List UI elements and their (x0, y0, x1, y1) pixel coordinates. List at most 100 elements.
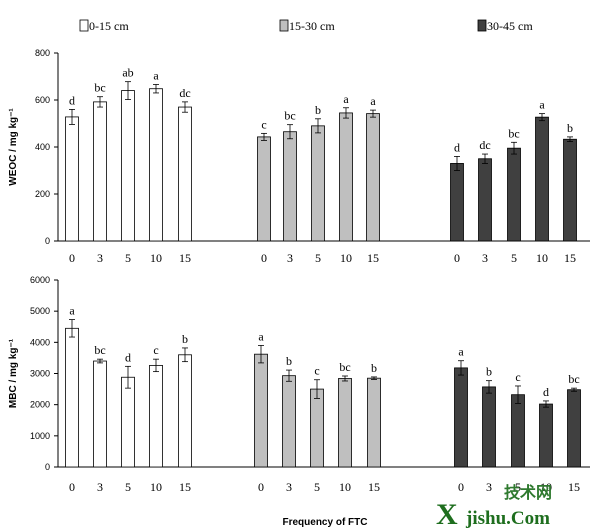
significance-letter: bc (339, 360, 350, 374)
y-tick-label: 6000 (30, 275, 50, 285)
significance-letter: b (371, 361, 377, 375)
significance-letter: b (182, 332, 188, 346)
svg-text:技术网: 技术网 (504, 483, 552, 502)
y-tick-label: 4000 (30, 337, 50, 347)
significance-letter: a (258, 329, 264, 343)
x-tick-label: 10 (540, 480, 552, 494)
significance-letter: b (315, 103, 321, 117)
legend-label-0-15: 0-15 cm (89, 19, 129, 33)
bar-15-30-5 (311, 125, 325, 242)
significance-letter: b (286, 354, 292, 368)
x-tick-label: 0 (261, 251, 267, 265)
bar-15-30-3 (283, 131, 297, 242)
watermark-logo: 技术网 X jishu.Com (436, 483, 552, 529)
significance-letter: d (543, 385, 549, 399)
x-tick-label: 0 (69, 480, 75, 494)
significance-letter: c (153, 343, 158, 357)
x-tick-label: 0 (454, 251, 460, 265)
significance-letter: c (261, 117, 266, 131)
bar-30-45-15 (567, 389, 581, 468)
x-tick-label: 10 (536, 251, 548, 265)
x-tick-label: 3 (97, 251, 103, 265)
x-tick-label: 15 (367, 251, 379, 265)
bar-15-30-15 (367, 377, 381, 468)
significance-letter: a (539, 98, 545, 112)
significance-letter: d (125, 350, 131, 364)
bar-30-45-5 (507, 147, 521, 242)
x-tick-label: 3 (486, 480, 492, 494)
significance-letter: b (567, 121, 573, 135)
significance-letter: bc (284, 109, 295, 123)
bar-15-30-0 (257, 136, 271, 242)
bar-30-45-0 (454, 367, 468, 468)
bar-0-15-5 (121, 376, 135, 468)
x-tick-label: 10 (339, 480, 351, 494)
x-tick-label: 0 (458, 480, 464, 494)
bar-30-45-0 (450, 163, 464, 242)
x-tick-label: 3 (286, 480, 292, 494)
significance-letter: a (69, 304, 75, 318)
x-tick-label: 0 (69, 251, 75, 265)
x-tick-label: 5 (515, 480, 521, 494)
y-tick-label: 5000 (30, 306, 50, 316)
significance-letter: dc (179, 86, 190, 100)
x-tick-label: 15 (564, 251, 576, 265)
significance-letter: bc (568, 372, 579, 386)
legend-swatch-0-15 (79, 19, 89, 32)
y-tick-label: 3000 (30, 369, 50, 379)
bar-0-15-5 (121, 90, 135, 242)
bar-0-15-0 (65, 327, 79, 468)
bar-0-15-0 (65, 116, 79, 242)
y-tick-label: 400 (35, 142, 50, 152)
bar-30-45-3 (478, 158, 492, 242)
significance-letter: bc (508, 126, 519, 140)
bar-0-15-3 (93, 360, 107, 468)
legend-item-0-15: 0-15 cm (79, 19, 129, 33)
bar-15-30-10 (339, 112, 353, 242)
x-tick-label: 3 (97, 480, 103, 494)
significance-letter: b (486, 365, 492, 379)
y-tick-label: 0 (45, 236, 50, 246)
legend-swatch-30-45 (477, 19, 487, 32)
bar-15-30-15 (366, 113, 380, 242)
svg-text:jishu.Com: jishu.Com (465, 508, 550, 529)
significance-letter: ab (122, 66, 133, 80)
legend-item-30-45: 30-45 cm (477, 19, 533, 33)
legend: 0-15 cm 15-30 cm 30-45 cm (79, 19, 533, 33)
legend-label-15-30: 15-30 cm (289, 19, 335, 33)
bar-30-45-3 (482, 386, 496, 468)
x-tick-label: 15 (568, 480, 580, 494)
bar-15-30-10 (338, 378, 352, 468)
bar-0-15-10 (149, 88, 163, 242)
bar-0-15-15 (178, 106, 192, 242)
x-tick-label: 5 (125, 480, 131, 494)
x-tick-label: 15 (179, 251, 191, 265)
bar-15-30-0 (254, 353, 268, 468)
x-tick-label: 0 (258, 480, 264, 494)
significance-letter: bc (94, 343, 105, 357)
significance-letter: a (458, 345, 464, 359)
significance-letter: bc (94, 81, 105, 95)
y-tick-label: 800 (35, 48, 50, 58)
x-tick-label: 3 (482, 251, 488, 265)
significance-letter: c (314, 364, 319, 378)
bar-30-45-5 (511, 394, 525, 468)
x-tick-label: 3 (287, 251, 293, 265)
significance-letter: d (69, 93, 75, 107)
significance-letter: dc (479, 138, 490, 152)
significance-letter: a (343, 92, 349, 106)
y-tick-label: 200 (35, 189, 50, 199)
bar-15-30-5 (310, 388, 324, 468)
svg-text:X: X (436, 498, 458, 529)
x-tick-label: 5 (511, 251, 517, 265)
x-tick-label: 10 (150, 251, 162, 265)
bar-15-30-3 (282, 375, 296, 468)
x-axis-title: Frequency of FTC (282, 517, 367, 528)
legend-item-15-30: 15-30 cm (279, 19, 335, 33)
significance-letter: c (515, 370, 520, 384)
x-tick-label: 5 (125, 251, 131, 265)
y-axis-title: MBC / mg kg⁻¹ (8, 338, 19, 408)
y-tick-label: 0 (45, 462, 50, 472)
